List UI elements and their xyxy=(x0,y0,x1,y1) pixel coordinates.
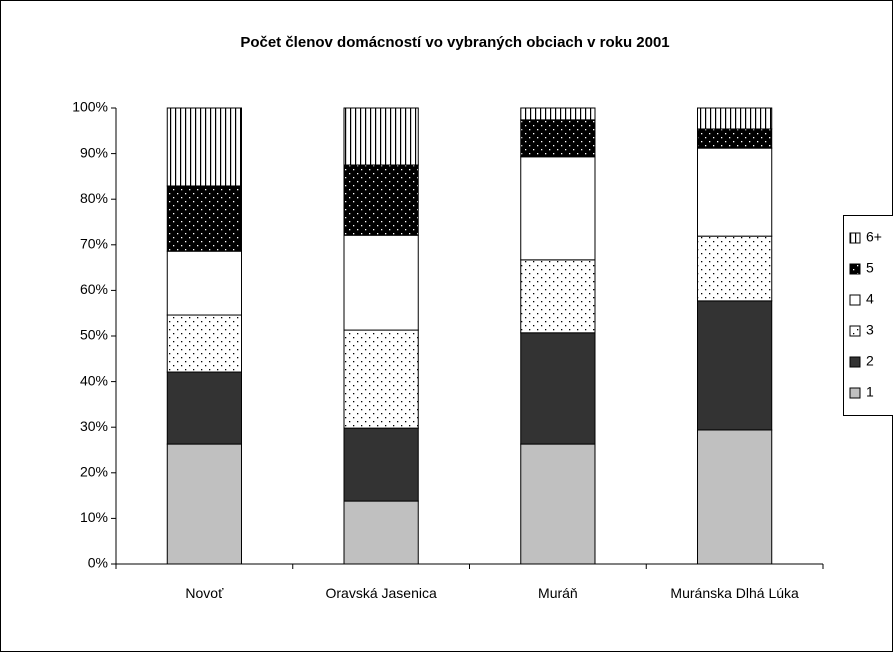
legend-label: 2 xyxy=(866,353,874,369)
y-tick-label: 40% xyxy=(80,372,108,388)
bar-segment xyxy=(343,427,419,502)
legend-label: 4 xyxy=(866,291,874,307)
y-tick-label: 60% xyxy=(80,281,108,297)
x-tick-label: Novoť xyxy=(185,585,224,601)
legend-label: 6+ xyxy=(866,229,882,245)
y-tick-label: 100% xyxy=(72,99,108,115)
bar-segment xyxy=(697,235,773,302)
legend-label: 1 xyxy=(866,384,874,400)
bar-segment xyxy=(166,185,242,252)
bar-segment xyxy=(520,119,596,158)
y-tick-label: 30% xyxy=(80,418,108,434)
bar-segment xyxy=(343,164,419,236)
bar-segment xyxy=(697,429,773,565)
x-tick-label: Muráň xyxy=(538,585,578,601)
y-tick-label: 70% xyxy=(80,236,108,252)
x-tick-label: Oravská Jasenica xyxy=(325,585,437,601)
bar-segment xyxy=(166,371,242,445)
chart-title: Počet členov domácností vo vybraných obc… xyxy=(240,34,669,51)
y-tick-label: 10% xyxy=(80,509,108,525)
y-tick-label: 90% xyxy=(80,144,108,160)
bar-segment xyxy=(166,443,242,565)
bar-segment xyxy=(166,250,242,316)
y-tick-label: 20% xyxy=(80,464,108,480)
bar-segment xyxy=(697,300,773,431)
legend-swatch xyxy=(849,387,861,399)
bar-segment xyxy=(520,443,596,565)
bar-segment xyxy=(343,329,419,429)
y-tick-label: 0% xyxy=(88,555,108,571)
bar-segment xyxy=(697,128,773,149)
y-tick-label: 80% xyxy=(80,190,108,206)
legend-swatch xyxy=(849,232,861,244)
legend-swatch xyxy=(849,356,861,368)
y-tick-label: 50% xyxy=(80,327,108,343)
bar-segment xyxy=(520,259,596,334)
x-tick-label: Muránska Dlhá Lúka xyxy=(670,585,799,601)
bar-segment xyxy=(520,332,596,445)
bar-segment xyxy=(343,500,419,565)
bar-segment xyxy=(166,314,242,373)
legend-box xyxy=(843,215,893,416)
legend-swatch xyxy=(849,325,861,337)
legend-label: 5 xyxy=(866,260,874,276)
legend-swatch xyxy=(849,294,861,306)
bar-segment xyxy=(520,107,596,121)
bar-segment xyxy=(343,234,419,331)
bar-segment xyxy=(520,156,596,261)
bar-segment xyxy=(343,107,419,166)
bar-segment xyxy=(697,147,773,237)
bar-segment xyxy=(697,107,773,130)
bar-segment xyxy=(166,107,242,187)
legend-swatch xyxy=(849,263,861,275)
legend-label: 3 xyxy=(866,322,874,338)
